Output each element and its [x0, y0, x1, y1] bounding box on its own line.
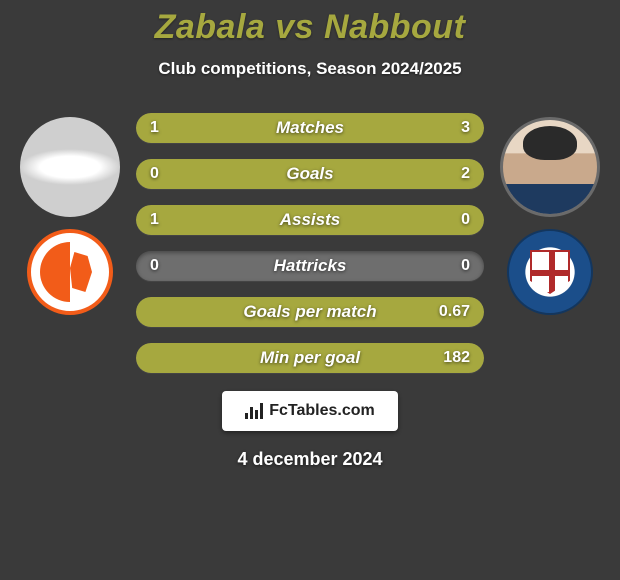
stat-label: Hattricks — [136, 251, 484, 281]
source-badge: FcTables.com — [222, 391, 398, 431]
stat-bar: 13Matches — [136, 113, 484, 143]
stat-label: Matches — [136, 113, 484, 143]
club-badge-left — [27, 229, 113, 315]
stat-bar: 02Goals — [136, 159, 484, 189]
stat-label: Assists — [136, 205, 484, 235]
stat-label: Goals per match — [136, 297, 484, 327]
player-avatar-left — [20, 117, 120, 217]
comparison-card: Zabala vs Nabbout Club competitions, Sea… — [0, 0, 620, 470]
main-row: 13Matches 02Goals 10Assists 00Hattricks 0.67… — [0, 113, 620, 373]
stat-bar: 0.67Goals per match — [136, 297, 484, 327]
stat-bar: 10Assists — [136, 205, 484, 235]
stat-label: Goals — [136, 159, 484, 189]
brisbane-roar-icon — [40, 242, 100, 302]
source-text: FcTables.com — [269, 402, 375, 420]
stat-label: Min per goal — [136, 343, 484, 373]
right-player-column — [490, 113, 610, 315]
date-text: 4 december 2024 — [0, 449, 620, 470]
player-avatar-right — [500, 117, 600, 217]
club-badge-right — [507, 229, 593, 315]
page-title: Zabala vs Nabbout — [0, 8, 620, 47]
stat-bar: 00Hattricks — [136, 251, 484, 281]
left-player-column — [10, 113, 130, 315]
melbourne-city-icon — [530, 250, 570, 294]
page-subtitle: Club competitions, Season 2024/2025 — [0, 59, 620, 79]
chart-icon — [245, 403, 263, 419]
stat-bar: 182Min per goal — [136, 343, 484, 373]
stat-bars: 13Matches 02Goals 10Assists 00Hattricks 0.67… — [130, 113, 490, 373]
